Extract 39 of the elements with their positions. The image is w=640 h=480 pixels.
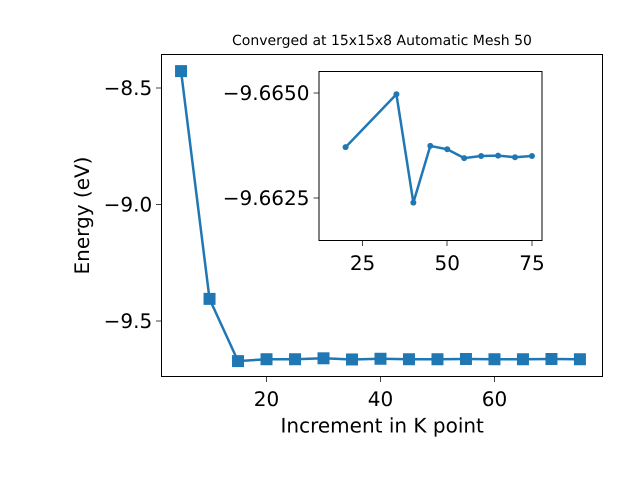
point bbox=[431, 353, 444, 366]
point bbox=[427, 142, 434, 149]
point bbox=[204, 292, 216, 305]
point bbox=[478, 153, 484, 159]
point bbox=[289, 353, 302, 366]
x-tick-label: 25 bbox=[350, 251, 376, 275]
y-tick-label: −9.0 bbox=[104, 192, 152, 217]
y-tick-label: −9.6625 bbox=[222, 186, 310, 210]
point bbox=[574, 353, 586, 366]
x-tick-label: 60 bbox=[482, 387, 508, 411]
x-tick-label: 50 bbox=[434, 251, 460, 275]
x-axis-title: Increment in K point bbox=[280, 414, 484, 438]
point bbox=[444, 146, 450, 152]
point bbox=[460, 352, 472, 365]
y-tick-label: −9.5 bbox=[104, 309, 152, 334]
point bbox=[461, 155, 468, 162]
point bbox=[516, 353, 529, 366]
point bbox=[402, 353, 415, 366]
point bbox=[175, 65, 188, 78]
point bbox=[393, 91, 400, 98]
chart-title: Converged at 15x15x8 Automatic Mesh 50 bbox=[232, 33, 532, 49]
point bbox=[318, 352, 330, 364]
y-tick-label: −9.6650 bbox=[222, 81, 310, 105]
point bbox=[545, 352, 558, 365]
point bbox=[346, 353, 358, 366]
point bbox=[260, 353, 273, 366]
point bbox=[374, 352, 386, 365]
point bbox=[528, 153, 535, 159]
point bbox=[512, 154, 518, 160]
x-tick-label: 75 bbox=[519, 251, 545, 275]
point bbox=[488, 353, 500, 366]
point bbox=[342, 144, 349, 150]
point bbox=[410, 200, 416, 206]
y-axis-title: Energy (eV) bbox=[70, 156, 94, 274]
x-tick-label: 20 bbox=[254, 387, 280, 411]
point bbox=[232, 355, 244, 368]
y-tick-label: −8.5 bbox=[104, 76, 152, 100]
point bbox=[495, 152, 502, 159]
x-tick-label: 40 bbox=[368, 387, 394, 411]
